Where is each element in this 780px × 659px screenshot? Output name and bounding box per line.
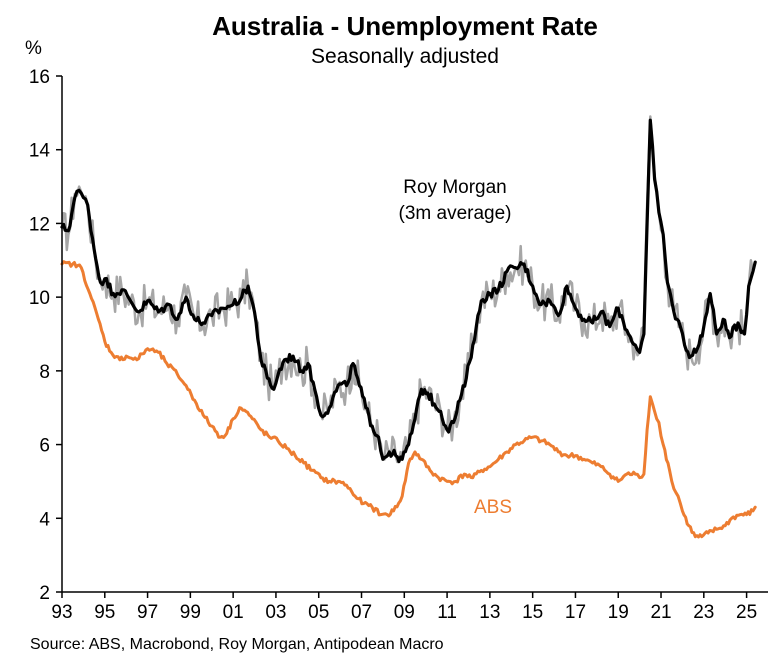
x-tick-label: 03: [265, 602, 286, 623]
x-tick-label: 15: [522, 602, 543, 623]
x-tick-label: 19: [608, 602, 629, 623]
y-axis-unit-label: %: [25, 38, 42, 59]
x-tick-label: 11: [437, 602, 457, 623]
x-tick-label: 99: [180, 602, 201, 623]
y-tick-label: 16: [29, 67, 50, 88]
x-tick-label: 23: [693, 602, 714, 623]
x-tick-label: 07: [351, 602, 372, 623]
series-line-roy-morgan-3m-average: [60, 118, 757, 464]
y-tick-label: 6: [39, 436, 50, 457]
y-ticks: 2 4 6 8 10 12 14 16: [29, 67, 62, 604]
chart-title: Australia - Unemployment Rate: [212, 11, 598, 41]
y-tick-label: 8: [39, 362, 50, 383]
x-tick-label: 97: [137, 602, 158, 623]
source-note: Source: ABS, Macrobond, Roy Morgan, Anti…: [30, 636, 444, 653]
y-tick-label: 2: [39, 583, 50, 604]
y-tick-label: 12: [29, 214, 50, 235]
x-ticks: 93 95 97 99 01 03 05 07 09 11 13 15 17 19 21 23 25: [51, 592, 757, 623]
x-tick-label: 25: [736, 602, 757, 623]
x-tick-label: 09: [394, 602, 415, 623]
series-layer: [60, 115, 757, 539]
y-tick-label: 4: [39, 509, 50, 530]
chart-subtitle: Seasonally adjusted: [311, 45, 499, 68]
x-tick-label: 13: [479, 602, 500, 623]
series-line-roy-morgan-monthly: [60, 115, 757, 464]
x-tick-label: 17: [565, 602, 586, 623]
y-tick-label: 10: [29, 288, 50, 309]
x-tick-label: 05: [308, 602, 329, 623]
series-line-abs: [60, 260, 757, 539]
x-tick-label: 21: [650, 602, 671, 623]
x-tick-label: 95: [94, 602, 115, 623]
abs-annotation: ABS: [474, 497, 512, 518]
roy-morgan-annotation-line-2: (3m average): [399, 203, 512, 224]
x-tick-label: 93: [51, 602, 72, 623]
x-tick-label: 01: [223, 602, 244, 623]
roy-morgan-annotation-line-1: Roy Morgan: [403, 177, 507, 198]
y-tick-label: 14: [29, 141, 51, 162]
